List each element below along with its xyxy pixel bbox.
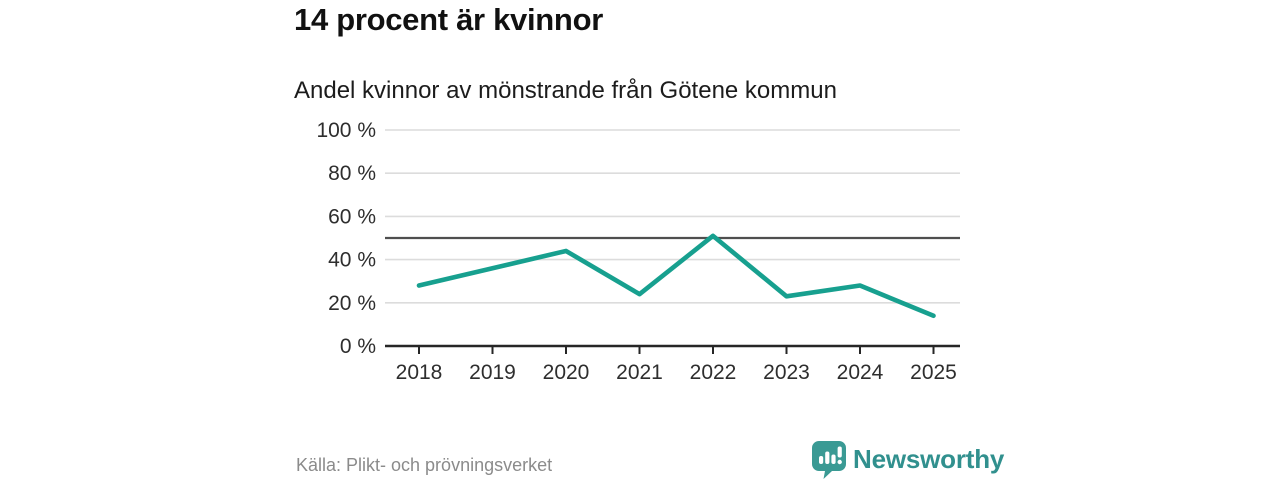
newsworthy-logo-icon xyxy=(812,441,846,479)
x-axis-tick-label: 2022 xyxy=(690,361,737,384)
bar-chart-glyph xyxy=(819,446,842,465)
data-series-line xyxy=(416,233,936,319)
x-axis-tick-label: 2020 xyxy=(543,361,590,384)
x-axis-tick-label: 2023 xyxy=(763,361,810,384)
chart-subtitle: Andel kvinnor av mönstrande från Götene … xyxy=(294,77,837,104)
newsworthy-logo-text: Newsworthy xyxy=(853,444,1005,474)
y-axis-tick-label: 80 % xyxy=(328,162,376,185)
x-axis-tick-label: 2024 xyxy=(837,361,884,384)
y-axis-tick-label: 100 % xyxy=(316,119,376,142)
x-axis-tick-label: 2019 xyxy=(469,361,516,384)
line-chart: 0 % 20 % 40 % 60 % 80 % 100 % 2018 2019 2020 2021… xyxy=(316,119,960,384)
source-attribution: Källa: Plikt- och prövningsverket xyxy=(296,455,553,475)
x-axis-tick-label: 2025 xyxy=(910,361,957,384)
x-axis-tick-label: 2021 xyxy=(616,361,663,384)
x-axis-tick-label: 2018 xyxy=(396,361,443,384)
y-axis-tick-label: 20 % xyxy=(328,292,376,315)
newsworthy-logo: Newsworthy xyxy=(812,441,1004,479)
chart-title: 14 procent är kvinnor xyxy=(294,2,603,37)
y-axis-tick-label: 60 % xyxy=(328,205,376,228)
y-axis-tick-label: 40 % xyxy=(328,249,376,272)
y-axis-tick-label: 0 % xyxy=(340,335,376,358)
